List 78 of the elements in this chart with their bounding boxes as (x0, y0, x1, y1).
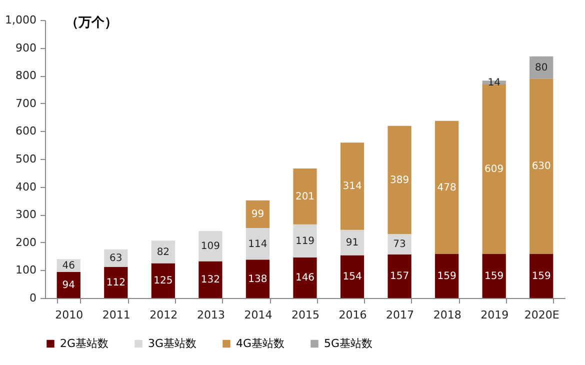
bar (340, 142, 364, 230)
y-tick-label: 800 (16, 69, 36, 82)
bar (293, 224, 317, 258)
data-label: 146 (295, 272, 315, 284)
data-label: 119 (295, 236, 315, 247)
data-label: 63 (110, 253, 122, 264)
y-tick-label: 300 (16, 208, 36, 222)
legend-label: 4G基站数 (236, 336, 285, 350)
bar (104, 266, 128, 298)
data-label: 157 (390, 271, 410, 282)
legend-label: 2G基站数 (60, 336, 109, 350)
legend-label: 5G基站数 (324, 336, 373, 350)
data-label: 125 (154, 276, 173, 287)
bar (435, 254, 459, 298)
data-label: 201 (295, 191, 315, 202)
bar (293, 257, 317, 298)
bar (293, 168, 317, 224)
data-label: 314 (342, 181, 362, 192)
data-label: 94 (62, 280, 76, 291)
x-tick-label: 2019 (480, 308, 509, 322)
legend-label: 3G基站数 (148, 336, 197, 350)
data-label: 138 (248, 274, 268, 285)
data-label: 109 (200, 241, 220, 252)
data-label: 73 (393, 239, 406, 250)
bar (530, 78, 554, 254)
bar (530, 254, 554, 298)
data-label: 389 (390, 174, 410, 186)
data-label: 630 (532, 161, 551, 172)
data-label: 112 (106, 277, 126, 288)
data-label: 159 (532, 270, 551, 282)
bar (198, 261, 222, 298)
data-label: 91 (346, 238, 359, 249)
x-tick-label: 2011 (102, 308, 130, 322)
data-label: 609 (484, 164, 504, 176)
data-label: 82 (156, 246, 170, 258)
y-tick-label: 500 (16, 152, 36, 166)
y-tick-label: 100 (16, 264, 36, 277)
x-tick-label: 2013 (196, 308, 225, 322)
y-tick-label: 700 (16, 96, 36, 110)
bar (246, 260, 270, 298)
bar (56, 272, 80, 298)
data-label: 159 (484, 270, 504, 282)
x-tick-label: 2014 (244, 308, 272, 322)
bar (482, 254, 506, 298)
x-tick-label: 2018 (433, 308, 462, 322)
x-tick-label: 2010 (55, 308, 84, 322)
x-tick-label: 2020E (524, 308, 560, 322)
data-label: 159 (437, 270, 456, 282)
data-label: 478 (437, 182, 456, 194)
data-label: 154 (342, 272, 362, 283)
y-tick-label: 900 (16, 41, 36, 54)
bar (246, 200, 270, 228)
x-tick-label: 2015 (292, 308, 320, 322)
bar (198, 231, 222, 262)
bar (388, 234, 412, 254)
data-label: 114 (248, 238, 268, 250)
data-label: 46 (62, 260, 76, 272)
y-tick-label: 200 (16, 236, 36, 249)
x-tick-label: 2017 (386, 308, 414, 322)
bar (340, 255, 364, 298)
y-axis-title: （万个） (66, 16, 118, 30)
bar (151, 263, 175, 298)
y-tick-label: 0 (30, 292, 36, 304)
bar (388, 126, 412, 234)
bar (246, 228, 270, 260)
y-tick-label: 600 (16, 124, 36, 138)
bar (388, 254, 412, 298)
data-label: 99 (251, 209, 264, 220)
bar (482, 84, 506, 254)
data-label: 80 (534, 62, 548, 74)
bar (151, 240, 175, 264)
bar (435, 120, 459, 254)
x-tick-label: 2012 (150, 308, 178, 322)
x-tick-label: 2016 (338, 308, 367, 322)
data-label: 132 (200, 274, 220, 286)
bar (340, 230, 364, 256)
y-tick-label: 400 (16, 180, 36, 194)
y-tick-label: 1,000 (5, 14, 36, 26)
